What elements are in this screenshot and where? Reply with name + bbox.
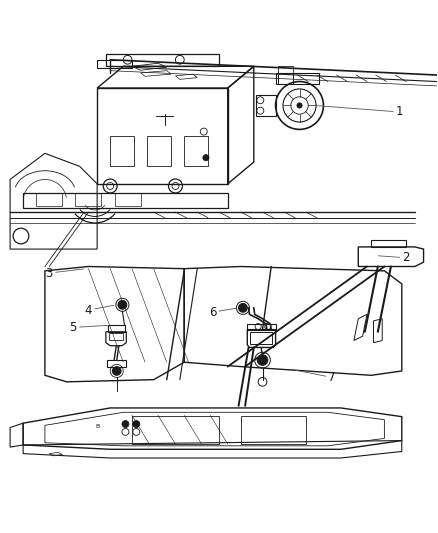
Text: 3: 3 [46, 266, 84, 279]
Bar [184, 136, 208, 166]
Circle shape [239, 303, 247, 312]
Bar [109, 333, 123, 341]
Bar [75, 193, 102, 206]
Text: 7: 7 [291, 369, 336, 384]
Bar [106, 54, 219, 66]
Text: 4: 4 [85, 303, 114, 317]
Text: 5: 5 [70, 321, 107, 334]
Bar [110, 136, 134, 166]
Circle shape [203, 155, 209, 161]
Bar [97, 60, 132, 68]
Bar [276, 73, 319, 84]
Bar [36, 193, 62, 206]
Circle shape [118, 301, 127, 309]
Text: B: B [95, 424, 99, 429]
Circle shape [257, 355, 268, 365]
Circle shape [133, 421, 140, 427]
Bar [132, 416, 219, 444]
Circle shape [122, 421, 129, 427]
Circle shape [297, 103, 302, 108]
Text: 1: 1 [318, 106, 403, 118]
Text: 2: 2 [378, 251, 410, 264]
Bar [241, 416, 306, 444]
Bar [251, 332, 272, 344]
Text: 6: 6 [209, 306, 236, 319]
Bar [278, 66, 293, 73]
Bar [147, 136, 171, 166]
Circle shape [113, 367, 121, 375]
Bar [115, 193, 141, 206]
